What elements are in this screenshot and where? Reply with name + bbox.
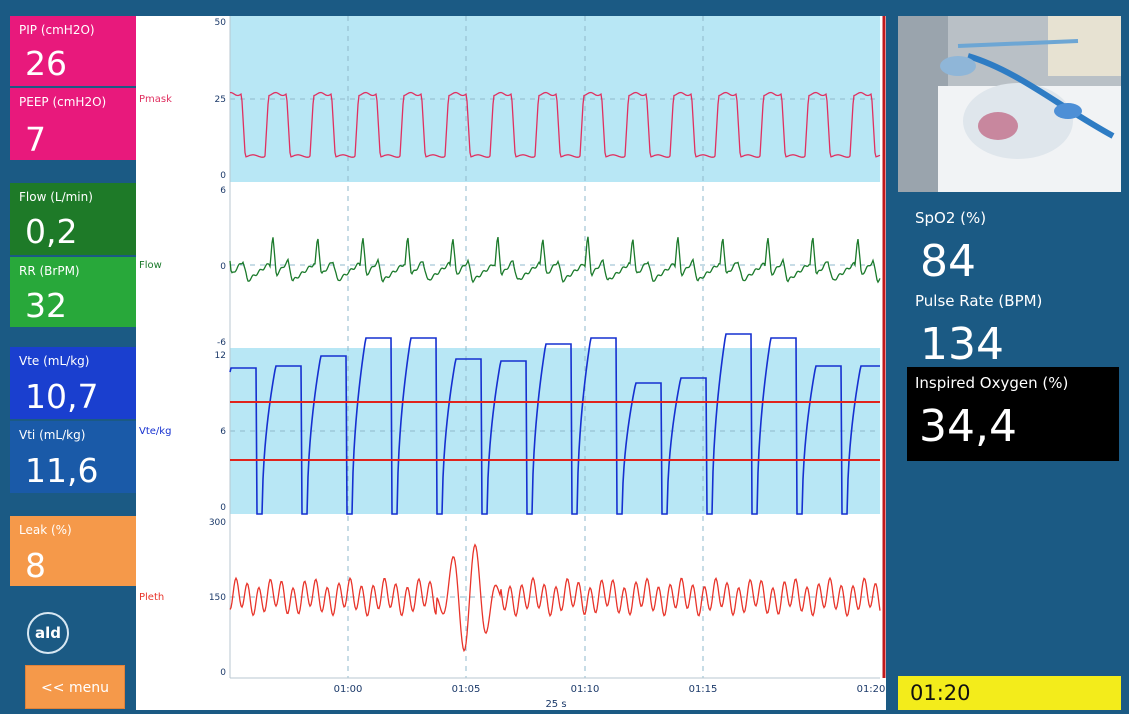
time-tick-5: 01:20	[857, 684, 886, 695]
flow-tile[interactable]: Flow (L/min) 0,2	[10, 183, 136, 255]
tick-labels: 50 25 0 6 0 -6 12 6 0 300 150 0	[209, 18, 226, 678]
vte-waveform	[229, 333, 880, 515]
flow-waveform	[229, 236, 881, 284]
spo2-label: SpO2 (%)	[915, 209, 987, 227]
pmask-tick-mid: 25	[215, 95, 226, 105]
vte-tick-mid: 6	[220, 427, 226, 437]
rr-label: RR (BrPM)	[19, 264, 80, 278]
menu-button[interactable]: << menu	[25, 665, 125, 709]
axis-lines	[229, 16, 880, 679]
waveform-panel: 50 25 0 6 0 -6 12 6 0 300 150 0 Pmask Fl…	[136, 16, 886, 710]
pip-label: PIP (cmH2O)	[19, 23, 95, 37]
flow-label: Flow (L/min)	[19, 190, 93, 204]
oxygen-value: 34,4	[919, 401, 1017, 452]
pleth-waveform	[229, 543, 881, 653]
vte-tick-bottom: 0	[220, 503, 226, 513]
time-window-label: 25 s	[545, 699, 566, 710]
flow-tick-top: 6	[220, 186, 226, 196]
vti-tile[interactable]: Vti (mL/kg) 11,6	[10, 421, 136, 493]
pmask-label: Pmask	[139, 94, 172, 105]
camera-image	[898, 16, 1121, 192]
peep-label: PEEP (cmH2O)	[19, 95, 107, 109]
waveform-canvas: 50 25 0 6 0 -6 12 6 0 300 150 0 Pmask Fl…	[139, 16, 886, 710]
flow-tick-bottom: -6	[217, 338, 226, 348]
waveform-names: Pmask Flow Vte/kg Pleth	[139, 94, 172, 603]
flow-wave-label: Flow	[139, 260, 162, 271]
time-tick-2: 01:05	[452, 684, 481, 695]
flow-tick-mid: 0	[220, 262, 226, 272]
pleth-label: Pleth	[139, 592, 164, 603]
vte-tick-top: 12	[215, 351, 226, 361]
rr-value: 32	[25, 286, 67, 325]
pmask-waveform	[229, 91, 881, 158]
ald-logo: ald	[27, 612, 69, 654]
pulse-value: 134	[920, 319, 1004, 370]
vte-label: Vte (mL/kg)	[19, 354, 90, 368]
time-tick-3: 01:10	[571, 684, 600, 695]
elapsed-time: 01:20	[910, 681, 971, 705]
leak-tile[interactable]: Leak (%) 8	[10, 516, 136, 586]
pleth-tick-mid: 150	[209, 593, 226, 603]
oxygen-label: Inspired Oxygen (%)	[915, 374, 1069, 392]
pmask-tick-bottom: 0	[220, 171, 226, 181]
peep-value: 7	[25, 120, 46, 159]
camera-feed[interactable]	[898, 16, 1121, 192]
pip-tile[interactable]: PIP (cmH2O) 26	[10, 16, 136, 86]
leak-label: Leak (%)	[19, 523, 72, 537]
pleth-tick-bottom: 0	[220, 668, 226, 678]
time-gridlines	[347, 16, 704, 678]
logo-text: ald	[34, 624, 61, 642]
pulse-label: Pulse Rate (BPM)	[915, 292, 1043, 310]
time-axis: 01:00 01:05 01:10 01:15 01:20 25 s	[334, 684, 886, 710]
pmask-tick-top: 50	[215, 18, 227, 28]
inspired-oxygen-tile[interactable]: Inspired Oxygen (%) 34,4	[907, 367, 1119, 461]
leak-value: 8	[25, 546, 46, 585]
vti-value: 11,6	[25, 451, 99, 490]
flow-value: 0,2	[25, 212, 78, 251]
time-tick-4: 01:15	[689, 684, 718, 695]
peep-tile[interactable]: PEEP (cmH2O) 7	[10, 88, 136, 160]
pleth-tick-top: 300	[209, 518, 226, 528]
spo2-value: 84	[920, 236, 976, 287]
time-tick-1: 01:00	[334, 684, 363, 695]
elapsed-time-bar: 01:20	[898, 676, 1121, 710]
pip-value: 26	[25, 44, 67, 83]
vte-wave-label: Vte/kg	[139, 426, 171, 437]
vte-value: 10,7	[25, 377, 99, 416]
vte-tile[interactable]: Vte (mL/kg) 10,7	[10, 347, 136, 419]
vti-label: Vti (mL/kg)	[19, 428, 86, 442]
rr-tile[interactable]: RR (BrPM) 32	[10, 257, 136, 327]
